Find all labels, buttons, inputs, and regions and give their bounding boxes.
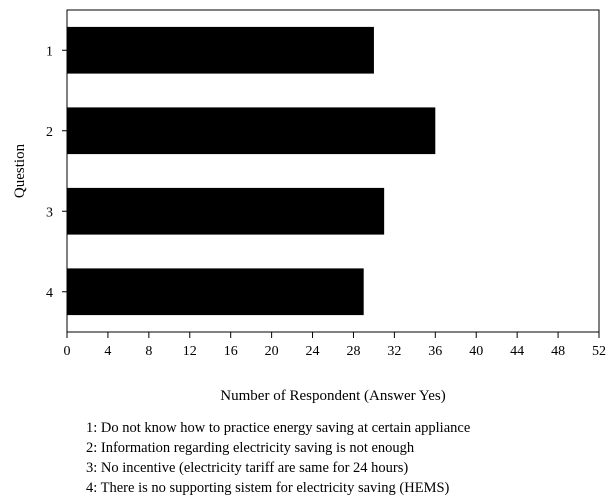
x-tick-label: 28 [346,344,360,359]
x-tick-label: 12 [183,344,197,359]
y-axis-ticks: 1 2 3 4 [46,44,67,301]
y-tick-label: 4 [46,286,53,301]
x-tick-label: 4 [104,344,111,359]
x-axis-title: Number of Respondent (Answer Yes) [220,388,445,404]
x-tick-label: 8 [145,344,152,359]
x-tick-label: 36 [428,344,442,359]
legend-entry-4: 4: There is no supporting sistem for ele… [86,480,450,496]
x-tick-label: 48 [551,344,565,359]
x-tick-label: 24 [306,344,320,359]
x-tick-label: 52 [592,344,606,359]
y-tick-label: 2 [46,125,53,140]
x-axis-ticks: 0 4 8 12 16 20 24 28 32 36 40 44 48 52 [64,332,606,359]
y-tick-label: 3 [46,205,53,220]
x-tick-label: 44 [510,344,524,359]
y-axis-title: Question [12,143,28,198]
bar-question-1 [67,26,374,74]
bars-group [67,26,436,316]
y-tick-label: 1 [46,44,53,59]
x-tick-label: 0 [64,344,71,359]
legend-entry-3: 3: No incentive (electricity tariff are … [86,460,409,476]
plot-frame [66,9,600,333]
x-tick-label: 20 [265,344,279,359]
bar-question-3 [67,187,385,235]
bar-question-2 [67,107,436,155]
x-tick-label: 16 [224,344,238,359]
bar-question-4 [67,268,364,316]
x-tick-label: 40 [469,344,483,359]
legend-entry-2: 2: Information regarding electricity sav… [86,440,415,456]
legend: 1: Do not know how to practice energy sa… [86,418,606,498]
legend-entry-1: 1: Do not know how to practice energy sa… [86,420,471,436]
x-tick-label: 32 [387,344,401,359]
